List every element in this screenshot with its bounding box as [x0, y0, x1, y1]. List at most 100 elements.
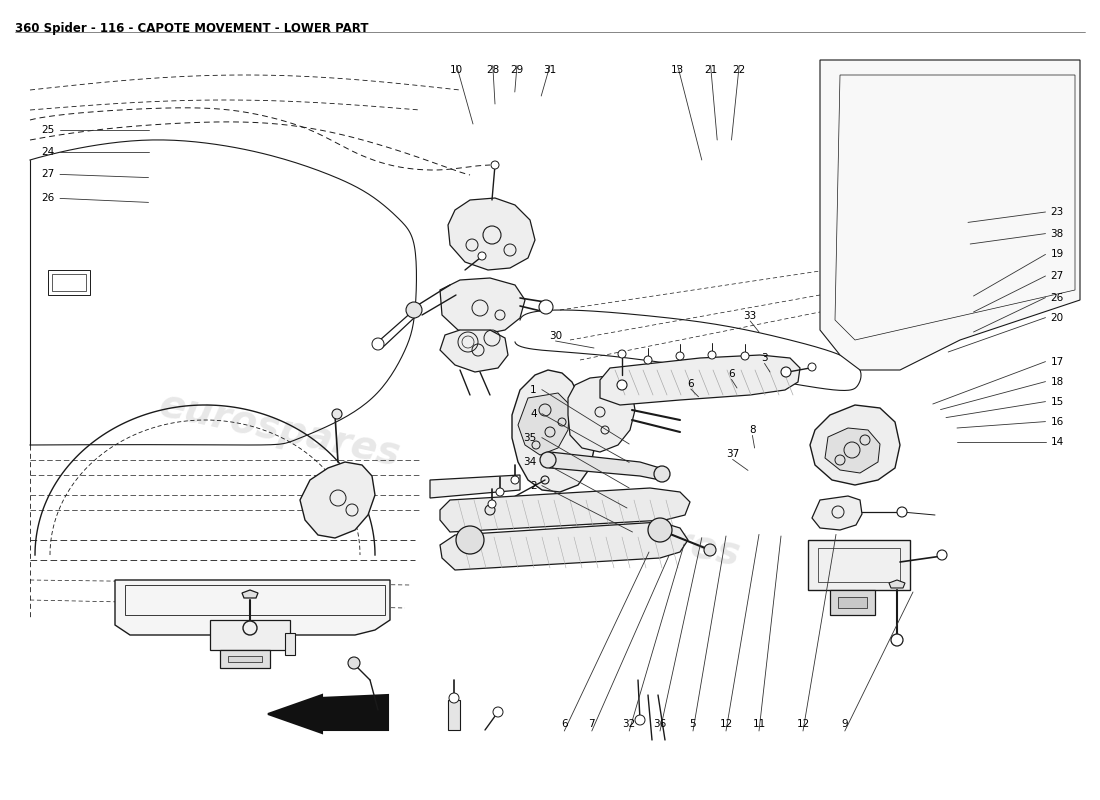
- Text: 17: 17: [1050, 357, 1064, 366]
- Text: 4: 4: [530, 409, 537, 418]
- Circle shape: [937, 550, 947, 560]
- Text: 28: 28: [486, 66, 499, 75]
- Text: 37: 37: [726, 450, 739, 459]
- Circle shape: [449, 693, 459, 703]
- Polygon shape: [448, 700, 460, 730]
- Text: eurospares: eurospares: [496, 486, 744, 574]
- Text: 21: 21: [704, 66, 717, 75]
- Circle shape: [540, 452, 556, 468]
- Polygon shape: [285, 633, 295, 655]
- Circle shape: [491, 161, 499, 169]
- Polygon shape: [568, 376, 635, 452]
- Circle shape: [644, 356, 652, 364]
- Polygon shape: [820, 60, 1080, 370]
- Polygon shape: [838, 597, 867, 608]
- Polygon shape: [320, 695, 388, 730]
- Polygon shape: [889, 580, 905, 588]
- Text: 36: 36: [653, 719, 667, 729]
- Text: 15: 15: [1050, 397, 1064, 406]
- Text: 6: 6: [688, 379, 694, 389]
- Polygon shape: [210, 620, 290, 650]
- Circle shape: [654, 466, 670, 482]
- Circle shape: [891, 634, 903, 646]
- Text: 12: 12: [719, 719, 733, 729]
- Circle shape: [493, 707, 503, 717]
- Text: 22: 22: [733, 66, 746, 75]
- Polygon shape: [830, 590, 874, 615]
- Text: 35: 35: [524, 433, 537, 442]
- Text: 7: 7: [588, 719, 595, 729]
- Polygon shape: [440, 278, 525, 335]
- Circle shape: [896, 507, 907, 517]
- Text: 31: 31: [543, 66, 557, 75]
- Polygon shape: [812, 496, 862, 530]
- Circle shape: [512, 476, 519, 484]
- Text: 32: 32: [623, 719, 636, 729]
- Polygon shape: [220, 650, 270, 668]
- Text: 8: 8: [749, 426, 756, 435]
- Text: 26: 26: [42, 194, 55, 203]
- Text: 27: 27: [42, 170, 55, 179]
- Text: eurospares: eurospares: [156, 386, 404, 474]
- Circle shape: [456, 526, 484, 554]
- Text: 10: 10: [450, 66, 463, 75]
- Polygon shape: [440, 488, 690, 532]
- Circle shape: [372, 338, 384, 350]
- Text: 6: 6: [728, 370, 735, 379]
- Polygon shape: [518, 393, 570, 455]
- Circle shape: [478, 252, 486, 260]
- Polygon shape: [544, 452, 666, 480]
- Text: 16: 16: [1050, 417, 1064, 426]
- Polygon shape: [440, 522, 688, 570]
- Circle shape: [618, 350, 626, 358]
- Polygon shape: [242, 590, 258, 598]
- Circle shape: [808, 363, 816, 371]
- Text: 360 Spider - 116 - CAPOTE MOVEMENT - LOWER PART: 360 Spider - 116 - CAPOTE MOVEMENT - LOW…: [15, 22, 368, 35]
- Text: 14: 14: [1050, 437, 1064, 446]
- Polygon shape: [268, 695, 322, 733]
- Text: 19: 19: [1050, 250, 1064, 259]
- Text: 25: 25: [42, 125, 55, 134]
- Text: 24: 24: [42, 147, 55, 157]
- Text: 26: 26: [1050, 293, 1064, 302]
- Text: 11: 11: [752, 719, 766, 729]
- Text: 2: 2: [530, 481, 537, 490]
- Text: 5: 5: [690, 719, 696, 729]
- Text: 23: 23: [1050, 207, 1064, 217]
- Polygon shape: [300, 462, 375, 538]
- Polygon shape: [448, 198, 535, 270]
- Text: 38: 38: [1050, 229, 1064, 238]
- Polygon shape: [116, 580, 390, 635]
- Circle shape: [332, 409, 342, 419]
- Circle shape: [781, 367, 791, 377]
- Polygon shape: [810, 405, 900, 485]
- Circle shape: [496, 488, 504, 496]
- Circle shape: [635, 715, 645, 725]
- Text: 33: 33: [744, 311, 757, 321]
- Circle shape: [406, 302, 422, 318]
- Polygon shape: [825, 428, 880, 473]
- Circle shape: [741, 352, 749, 360]
- Circle shape: [485, 505, 495, 515]
- Text: 29: 29: [510, 66, 524, 75]
- Circle shape: [539, 300, 553, 314]
- Text: 34: 34: [524, 457, 537, 466]
- Circle shape: [648, 518, 672, 542]
- Text: 9: 9: [842, 719, 848, 729]
- Circle shape: [243, 621, 257, 635]
- Circle shape: [617, 380, 627, 390]
- Circle shape: [676, 352, 684, 360]
- Circle shape: [704, 544, 716, 556]
- Circle shape: [708, 351, 716, 359]
- Circle shape: [348, 657, 360, 669]
- Polygon shape: [808, 540, 910, 590]
- Polygon shape: [430, 475, 520, 498]
- Text: 13: 13: [671, 66, 684, 75]
- Text: 12: 12: [796, 719, 810, 729]
- Circle shape: [488, 500, 496, 508]
- Polygon shape: [228, 656, 262, 662]
- Text: 3: 3: [761, 354, 768, 363]
- Polygon shape: [600, 355, 800, 405]
- Text: 30: 30: [549, 331, 562, 341]
- Text: 20: 20: [1050, 313, 1064, 322]
